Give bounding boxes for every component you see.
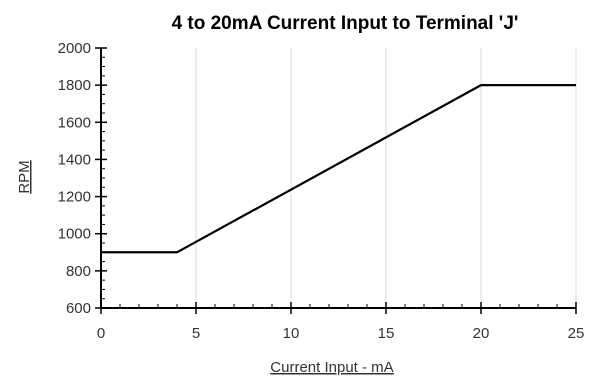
y-tick-labels: 600 800 1000 1200 1400 1600 1800 2000: [58, 40, 91, 317]
x-tick-label-3: 15: [378, 325, 395, 342]
x-tick-label-0: 0: [97, 325, 105, 342]
x-tick-label-4: 20: [473, 325, 490, 342]
x-axis-title: Current Input - mA: [270, 359, 393, 376]
y-axis-title: RPM: [16, 160, 33, 193]
axes: [95, 47, 577, 314]
x-tick-label-5: 25: [568, 325, 585, 342]
y-tick-label-3: 1200: [58, 189, 91, 206]
series: [101, 84, 576, 254]
y-tick-label-7: 2000: [58, 40, 91, 57]
y-tick-label-5: 1600: [58, 114, 91, 131]
x-tick-labels: 0 5 10 15 20 25: [97, 325, 585, 342]
chart-title: 4 to 20mA Current Input to Terminal 'J': [172, 13, 519, 34]
y-tick-label-6: 1800: [58, 77, 91, 94]
x-tick-label-2: 10: [283, 325, 300, 342]
y-tick-label-4: 1400: [58, 151, 91, 168]
y-tick-label-2: 1000: [58, 226, 91, 243]
x-tick-label-1: 5: [192, 325, 200, 342]
gridlines: [195, 48, 577, 308]
series-line-0: [101, 84, 576, 254]
y-tick-label-0: 600: [66, 300, 91, 317]
y-tick-label-1: 800: [66, 263, 91, 280]
